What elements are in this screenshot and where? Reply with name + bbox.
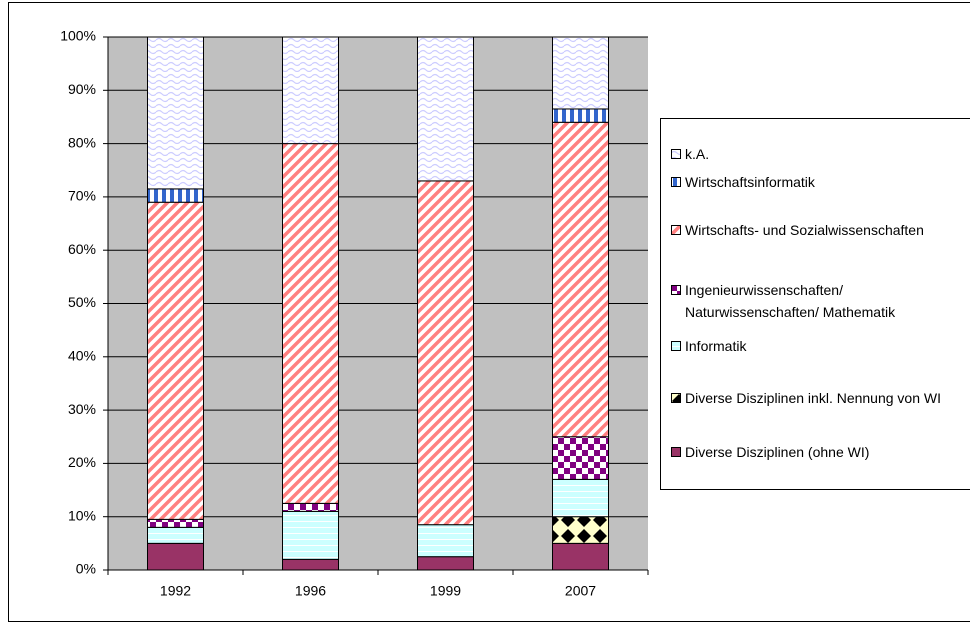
- bar-segment: [147, 542, 204, 571]
- legend-item: Wirtschaftsinformatik: [671, 171, 970, 193]
- bar-segment: [147, 188, 204, 203]
- legend-item: Ingenieurwissenschaften/ Naturwissenscha…: [671, 279, 970, 323]
- y-tick-label: 10%: [68, 507, 96, 523]
- y-tick-label: 20%: [68, 454, 96, 470]
- bar-segment: [552, 516, 609, 544]
- bar-segment: [552, 478, 609, 518]
- bar-segment: [417, 524, 474, 558]
- bar-segment: [147, 201, 204, 520]
- y-tick-label: 30%: [68, 401, 96, 417]
- legend-label: Informatik: [685, 338, 747, 354]
- legend-swatch: [671, 149, 681, 159]
- bar-segment: [282, 143, 339, 504]
- x-tick-label: 1996: [295, 583, 326, 599]
- bar-segment: [552, 542, 609, 571]
- legend-label: Wirtschaftsinformatik: [685, 174, 815, 190]
- legend-swatch: [671, 177, 681, 187]
- bar-segment: [552, 436, 609, 480]
- y-tick-label: 40%: [68, 348, 96, 364]
- bar-segment: [282, 502, 339, 512]
- y-tick-label: 70%: [68, 188, 96, 204]
- legend-label: Diverse Disziplinen inkl. Nennung von WI: [685, 390, 941, 406]
- legend-item: Informatik: [671, 335, 970, 357]
- bar-segment: [552, 36, 609, 110]
- legend-item: Diverse Disziplinen inkl. Nennung von WI: [671, 387, 970, 409]
- bar-segment: [417, 180, 474, 526]
- x-tick-label: 2007: [565, 583, 596, 599]
- bar-segment: [282, 36, 339, 145]
- legend-item: Wirtschafts- und Sozialwissenschaften: [671, 219, 970, 241]
- bar-segment: [552, 108, 609, 123]
- bar-segment: [282, 510, 339, 560]
- bar-segment: [417, 36, 474, 182]
- bar-segment: [147, 518, 204, 528]
- legend-item: k.A.: [671, 143, 970, 165]
- y-tick-label: 0%: [76, 561, 96, 577]
- bar-segment: [147, 36, 204, 190]
- legend-swatch: [671, 447, 681, 457]
- legend-label: Ingenieurwissenschaften/ Naturwissenscha…: [685, 282, 896, 320]
- y-tick-label: 50%: [68, 294, 96, 310]
- bar-segment: [147, 526, 204, 544]
- legend-swatch: [671, 393, 681, 403]
- legend: k.A. Wirtschaftsinformatik Wirtschafts- un…: [660, 118, 970, 490]
- legend-label: Diverse Disziplinen (ohne WI): [685, 444, 870, 460]
- y-tick-label: 90%: [68, 81, 96, 97]
- x-tick-label: 1999: [430, 583, 461, 599]
- chart-frame: [8, 2, 970, 622]
- y-tick-label: 60%: [68, 241, 96, 257]
- legend-label: Wirtschafts- und Sozialwissenschaften: [685, 222, 924, 238]
- bar-segment: [417, 556, 474, 571]
- legend-swatch: [671, 285, 681, 295]
- legend-swatch: [671, 225, 681, 235]
- y-tick-label: 80%: [68, 134, 96, 150]
- legend-swatch: [671, 341, 681, 351]
- bar-segment: [282, 558, 339, 571]
- legend-item: Diverse Disziplinen (ohne WI): [671, 441, 970, 463]
- bar-segment: [552, 121, 609, 438]
- legend-label: k.A.: [685, 146, 710, 162]
- y-tick-label: 100%: [60, 28, 96, 44]
- x-tick-label: 1992: [160, 583, 191, 599]
